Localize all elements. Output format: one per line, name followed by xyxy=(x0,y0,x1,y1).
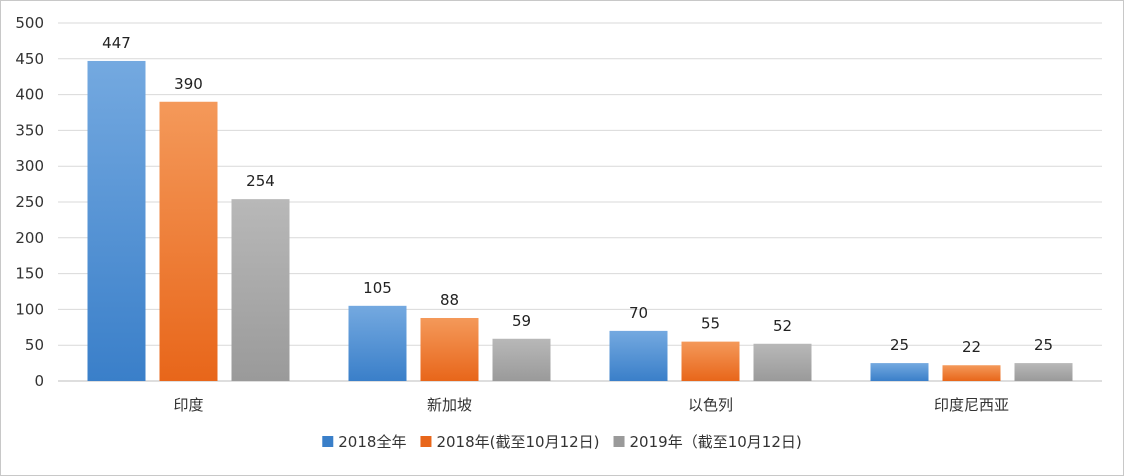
data-label: 88 xyxy=(440,291,459,309)
data-label: 390 xyxy=(174,75,203,93)
y-tick-label: 100 xyxy=(15,300,44,318)
x-category-label: 新加坡 xyxy=(427,396,472,414)
legend-label: 2019年（截至10月12日) xyxy=(630,433,802,451)
y-tick-label: 400 xyxy=(15,86,44,104)
y-tick-label: 300 xyxy=(15,157,44,175)
bar xyxy=(159,101,218,381)
y-tick-label: 50 xyxy=(25,336,44,354)
y-tick-label: 500 xyxy=(15,14,44,32)
legend-swatch xyxy=(322,436,334,447)
x-axis-categories: 印度 新加坡 以色列 印度尼西亚 xyxy=(173,396,1009,414)
bar xyxy=(348,305,407,381)
bar xyxy=(1014,363,1073,381)
y-tick-label: 250 xyxy=(15,193,44,211)
bar xyxy=(231,199,290,381)
bar xyxy=(87,60,146,381)
y-tick-label: 150 xyxy=(15,265,44,283)
data-label: 52 xyxy=(773,317,792,335)
data-label: 70 xyxy=(629,304,648,322)
data-label: 22 xyxy=(962,338,981,356)
data-labels: 447 390 254 105 88 59 70 55 52 25 22 25 xyxy=(102,34,1053,356)
y-tick-label: 450 xyxy=(15,50,44,68)
x-category-label: 以色列 xyxy=(688,396,733,414)
data-label: 25 xyxy=(890,336,909,354)
legend-label: 2018年(截至10月12日) xyxy=(436,433,599,451)
data-label: 105 xyxy=(363,279,392,297)
bar xyxy=(681,341,740,381)
legend-label: 2018全年 xyxy=(338,433,406,451)
legend-swatch xyxy=(420,436,432,447)
bar xyxy=(942,365,1001,381)
y-tick-label: 0 xyxy=(34,372,44,390)
legend: 2018全年 2018年(截至10月12日) 2019年（截至10月12日) xyxy=(322,433,802,451)
data-label: 55 xyxy=(701,315,720,333)
bar xyxy=(492,338,551,381)
bar xyxy=(870,363,929,381)
data-label: 254 xyxy=(246,172,275,190)
bar xyxy=(420,317,479,381)
bars xyxy=(87,60,1073,381)
y-tick-label: 350 xyxy=(15,121,44,139)
data-label: 25 xyxy=(1034,336,1053,354)
bar xyxy=(609,330,668,381)
x-category-label: 印度尼西亚 xyxy=(934,396,1009,414)
x-category-label: 印度 xyxy=(173,396,203,414)
data-label: 447 xyxy=(102,34,131,52)
data-label: 59 xyxy=(512,312,531,330)
y-tick-label: 200 xyxy=(15,229,44,247)
y-axis-ticks: 0 50 100 150 200 250 300 350 400 450 500 xyxy=(15,14,44,390)
bar xyxy=(753,343,812,381)
legend-swatch xyxy=(613,436,625,447)
